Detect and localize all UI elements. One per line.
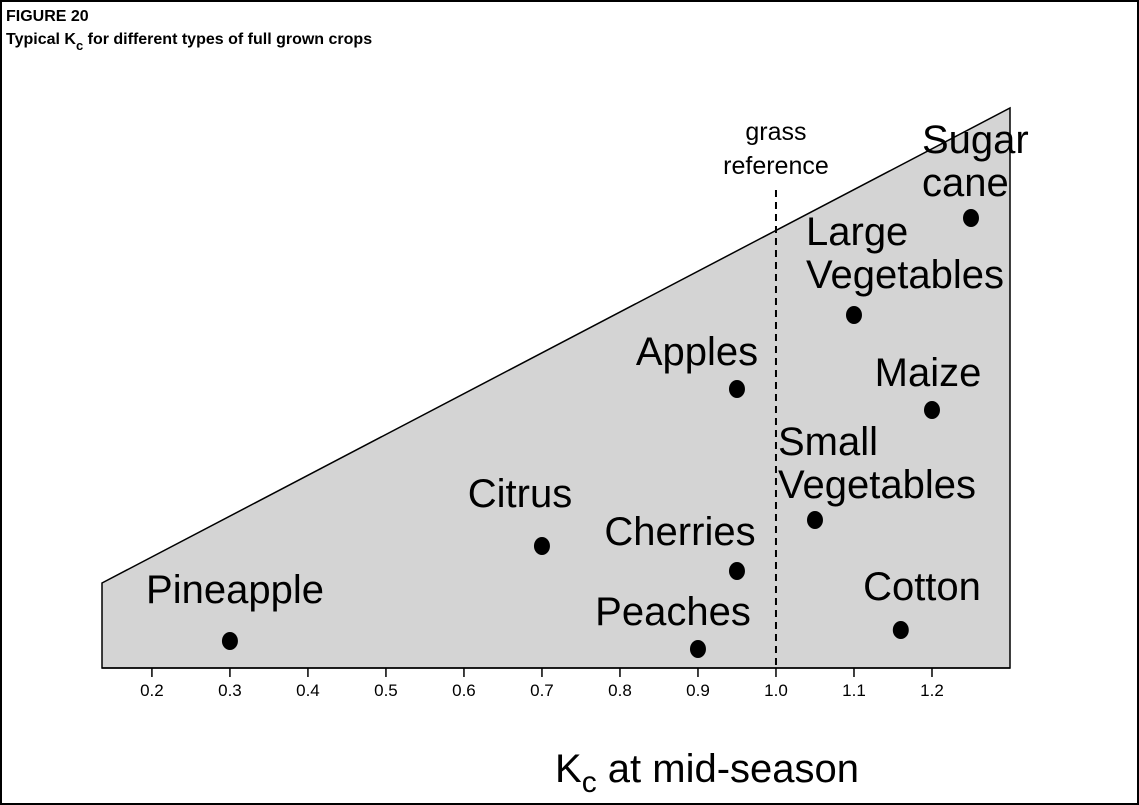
x-tick-label: 1.1 xyxy=(842,681,866,700)
point xyxy=(806,511,823,529)
x-tick-label: 1.2 xyxy=(920,681,944,700)
point-label: Vegetables xyxy=(806,253,1004,297)
x-tick-label: 0.9 xyxy=(686,681,710,700)
x-tick-label: 0.5 xyxy=(374,681,398,700)
chart-title: FIGURE 20 xyxy=(6,8,89,25)
point xyxy=(923,401,940,419)
x-axis-label: Kc at mid-season xyxy=(555,747,859,799)
point-label: Maize xyxy=(875,351,982,395)
point xyxy=(221,632,238,650)
subtitle-part: Typical K xyxy=(6,31,76,48)
point xyxy=(962,209,979,227)
point-label: Large xyxy=(806,210,908,254)
plot-area: 0.2 0.3 0.4 0.5 0.6 0.7 0.8 0.9 1.0 1.1 1.2 grass re… xyxy=(101,106,1029,700)
point-label: Citrus xyxy=(468,472,572,516)
subtitle-part: for different types of full grown crops xyxy=(83,31,372,48)
point xyxy=(689,640,706,658)
point xyxy=(728,562,745,580)
x-tick-label: 1.0 xyxy=(764,681,788,700)
reference-label: reference xyxy=(723,152,829,180)
xlabel-part: K xyxy=(555,747,582,791)
point xyxy=(892,621,909,639)
x-tick-label: 0.4 xyxy=(296,681,320,700)
xlabel-part: at mid-season xyxy=(597,747,859,791)
x-tick-label: 0.7 xyxy=(530,681,554,700)
point-label: Vegetables xyxy=(778,463,976,507)
x-tick-label: 0.6 xyxy=(452,681,476,700)
point-label: Small xyxy=(778,420,878,464)
reference-label: grass xyxy=(745,118,806,146)
point xyxy=(845,306,862,324)
x-tick-label: 0.8 xyxy=(608,681,632,700)
x-tick-label: 0.2 xyxy=(140,681,164,700)
chart-subtitle: Typical Kc for different types of full g… xyxy=(6,31,372,53)
xlabel-sub: c xyxy=(582,766,597,799)
point-label: Pineapple xyxy=(146,568,324,612)
point-label: Cherries xyxy=(604,510,755,554)
subtitle-sub: c xyxy=(76,38,83,53)
x-tick-label: 0.3 xyxy=(218,681,242,700)
point-label: Apples xyxy=(636,330,758,374)
point-label: Cotton xyxy=(863,565,981,609)
point xyxy=(533,537,550,555)
point-label: Sugar xyxy=(922,118,1029,162)
point-label: cane xyxy=(922,161,1009,205)
point-label: Peaches xyxy=(595,590,751,634)
point xyxy=(728,380,745,398)
